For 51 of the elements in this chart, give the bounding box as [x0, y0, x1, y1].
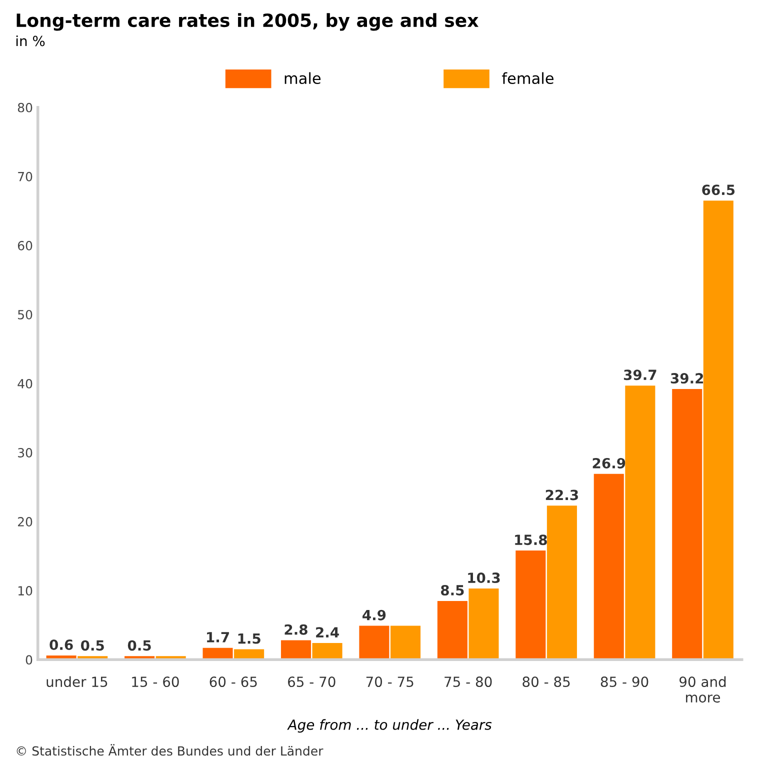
y-tick-label: 50 [18, 310, 32, 320]
x-tick-label: 15 - 60 [132, 676, 179, 688]
data-label: 0.5 [80, 640, 104, 651]
y-tick-label: 80 [18, 102, 32, 112]
bar [359, 626, 390, 660]
bar [672, 389, 702, 660]
data-label: 22.3 [546, 490, 578, 500]
y-tick-label: 40 [18, 378, 32, 388]
bar [437, 600, 468, 660]
bar [280, 640, 312, 660]
data-label: 4.9 [362, 610, 386, 620]
text: © Statistische Ämter des Bundes und der Länder [16, 744, 324, 756]
data-label: 0.5 [128, 640, 151, 651]
bar [625, 386, 656, 660]
chart-subtitle: in % [16, 35, 45, 46]
bar [594, 474, 624, 660]
data-label: 8.5 [440, 584, 464, 596]
x-tick-label: 70 - 75 [366, 676, 414, 688]
x-tick-label: under 15 [46, 676, 108, 688]
bar [390, 626, 421, 660]
x-tick-label: 60 - 65 [210, 676, 257, 688]
data-label: 15.8 [515, 534, 547, 546]
data-label: 1.5 [238, 633, 260, 644]
data-label: 10.3 [468, 572, 500, 584]
y-tick-label: 30 [18, 448, 32, 458]
x-tick-label: 65 - 70 [288, 676, 336, 688]
data-label: 0.6 [50, 640, 73, 650]
bar [468, 588, 499, 660]
bar [312, 643, 342, 660]
legend-label: male [284, 72, 321, 84]
x-tick-label: 85 - 90 [600, 676, 648, 688]
data-label: 39.2 [670, 373, 704, 384]
bar [516, 550, 546, 660]
x-tick-label: 75 - 80 [444, 676, 492, 688]
y-tick-label: 70 [18, 172, 32, 182]
x-tick-label: 90 and more [680, 676, 726, 703]
data-label: 1.7 [207, 632, 229, 642]
y-tick-label: 60 [18, 240, 32, 250]
data-label: 66.5 [702, 184, 735, 196]
legend-label: female [502, 72, 554, 84]
y-tick-label: 10 [18, 586, 32, 596]
y-tick-label: 20 [18, 517, 32, 526]
data-label: 2.4 [316, 627, 339, 638]
bar [703, 200, 734, 660]
bar [546, 506, 577, 660]
chart-title: Long-term care rates in 2005, by age and sex [16, 13, 478, 31]
x-tick-label: 80 - 85 [522, 676, 570, 688]
data-label: 39.7 [624, 370, 656, 380]
x-axis-title: Age from ... to under ... Years [287, 719, 492, 733]
y-tick-label: 0 [26, 655, 32, 665]
data-label: 2.8 [284, 624, 308, 635]
